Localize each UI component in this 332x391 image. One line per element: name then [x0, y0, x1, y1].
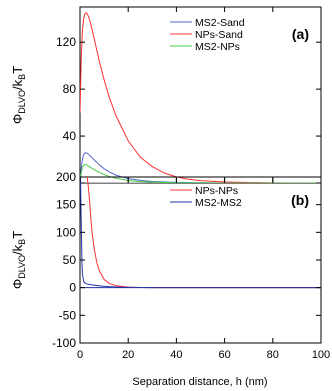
x-tick-label: 20 [122, 349, 134, 361]
panel-b-y-axis-label: ΦDLVO/kBT [10, 231, 27, 289]
legend-label-nps-sand: NPs-Sand [195, 29, 243, 41]
y-tick-label: 40 [63, 129, 77, 143]
legend-label-nps-nps: NPs-NPs [195, 185, 238, 197]
y-tick-label: -50 [59, 308, 77, 322]
panel-b-label: (b) [291, 192, 309, 208]
panel-a-ticks-layer: 40 80 120 [56, 7, 322, 184]
x-tick-label: 0 [77, 349, 83, 361]
x-tick-label: 40 [170, 349, 182, 361]
y-tick-label: 50 [63, 253, 77, 267]
y-tick-label: 100 [56, 225, 76, 239]
x-axis-label: Separation distance, h (nm) [132, 376, 267, 388]
legend-label-ms2-nps: MS2-NPs [195, 41, 240, 53]
panel-a-label: (a) [292, 26, 309, 42]
series-line-nps-sand [80, 12, 321, 183]
legend-label-ms2-ms2: MS2-MS2 [195, 197, 242, 209]
x-tick-label: 100 [312, 349, 330, 361]
y-tick-label: 200 [56, 170, 76, 184]
panel-b: -100 -50 0 50 100 150 200 0 20 40 60 80 100 (b) NPs-… [10, 170, 330, 388]
panel-b-ticks-layer: -100 -50 0 50 100 150 200 0 20 40 60 80 100 [52, 170, 330, 361]
panel-a-y-axis-label: ΦDLVO/kBT [10, 66, 27, 124]
legend-label-ms2-sand: MS2-Sand [195, 17, 245, 29]
panel-b-series-layer [80, 177, 321, 289]
panel-a-series-layer [80, 12, 321, 183]
series-line-ms2-nps [80, 163, 321, 183]
y-tick-label: 0 [69, 281, 76, 295]
x-tick-label: 60 [218, 349, 230, 361]
x-tick-label: 80 [267, 349, 279, 361]
series-line-ms2-ms2 [80, 177, 321, 289]
y-tick-label: 150 [56, 198, 76, 212]
y-tick-label: 80 [63, 82, 77, 96]
y-tick-label: -100 [52, 336, 76, 350]
y-tick-label: 120 [56, 35, 76, 49]
